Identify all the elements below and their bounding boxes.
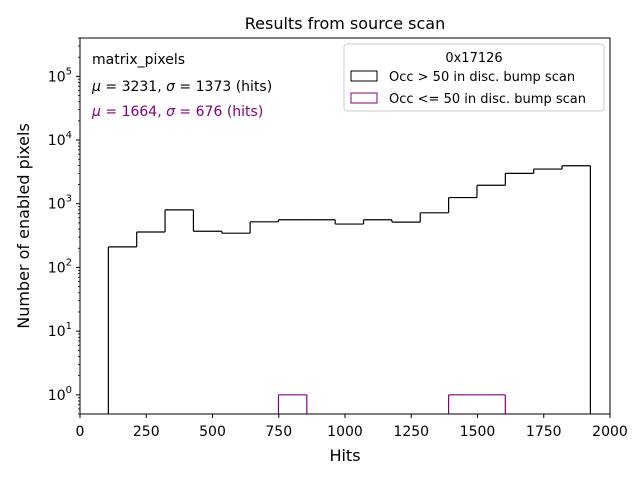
x-axis-label: Hits — [329, 446, 360, 465]
series-0 — [107, 165, 591, 414]
x-tick-label: 1500 — [460, 424, 496, 440]
x-tick-label: 500 — [199, 424, 226, 440]
stat-unit-purple: (hits) — [227, 104, 263, 120]
annotation-stats-black: μ = 3231, σ = 1373 (hits) — [91, 79, 272, 95]
stat-unit-black: (hits) — [236, 79, 272, 95]
legend-swatch-occ-gt-50 — [350, 70, 378, 82]
legend-label-occ-gt-50: Occ > 50 in disc. bump scan — [389, 70, 575, 85]
y-tick-label: 101 — [48, 321, 72, 340]
stat-mu-black: 3231 — [122, 79, 158, 95]
y-tick-label: 103 — [48, 194, 72, 213]
legend-title: 0x17126 — [445, 51, 502, 66]
annotation-stats-purple: μ = 1664, σ = 676 (hits) — [91, 104, 263, 120]
stat-mu-purple: 1664 — [122, 104, 158, 120]
y-tick-label: 100 — [48, 385, 72, 404]
x-tick-label: 2000 — [592, 424, 628, 440]
y-axis-ticks: 100 101 102 103 104 105 — [48, 37, 80, 415]
x-tick-label: 0 — [76, 424, 85, 440]
stat-sigma-purple: 676 — [196, 104, 223, 120]
y-tick-label: 102 — [48, 257, 72, 276]
x-tick-label: 750 — [265, 424, 292, 440]
x-tick-label: 250 — [133, 424, 160, 440]
legend: 0x17126 Occ > 50 in disc. bump scan Occ … — [343, 43, 605, 112]
stat-sigma-black: 1373 — [196, 79, 232, 95]
legend-label-occ-le-50: Occ <= 50 in disc. bump scan — [389, 92, 586, 107]
series-1 — [277, 394, 506, 414]
x-tick-label: 1250 — [393, 424, 429, 440]
y-axis-label: Number of enabled pixels — [14, 123, 33, 329]
x-axis-ticks: 0 250 500 750 1000 1250 1500 1750 2000 — [76, 414, 628, 440]
series-layer — [107, 165, 591, 414]
chart-title: Results from source scan — [245, 14, 445, 33]
legend-box — [343, 43, 605, 112]
legend-swatch-occ-le-50 — [350, 92, 378, 104]
y-tick-label: 104 — [48, 130, 72, 149]
annotation-dataset-name: matrix_pixels — [92, 52, 185, 68]
x-tick-label: 1750 — [526, 424, 562, 440]
x-tick-label: 1000 — [327, 424, 363, 440]
y-tick-label: 105 — [48, 66, 72, 85]
